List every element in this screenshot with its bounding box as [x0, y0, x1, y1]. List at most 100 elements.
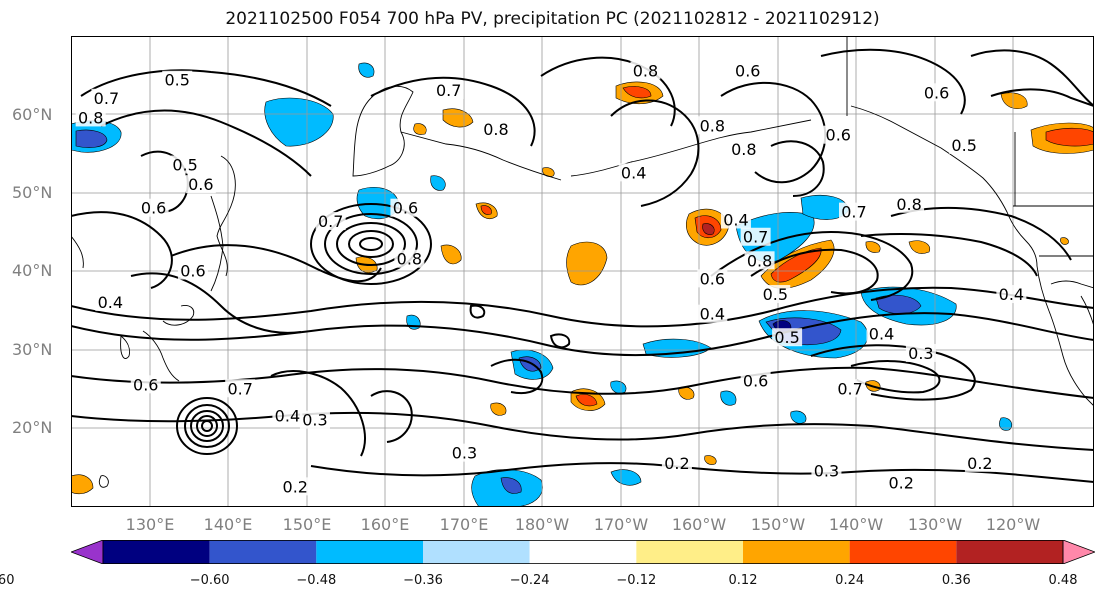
colorbar-extend-low: [71, 540, 104, 564]
colorbar-cell: [103, 540, 210, 564]
contour-label: 0.4: [700, 305, 725, 324]
contour-label-bg: [740, 371, 771, 390]
contour-label-bg: [91, 88, 122, 107]
lat-label-40n: 40°N: [12, 261, 53, 280]
map-frame: [71, 36, 1094, 507]
contour-label: 0.8: [483, 120, 508, 139]
contour-label: 0.4: [621, 163, 646, 182]
contour-label-bg: [811, 461, 842, 480]
lon-label-180w: 180°W: [514, 515, 570, 534]
contour-label: 0.4: [723, 210, 748, 229]
contour-label: 0.8: [731, 140, 756, 159]
contour-label: 0.7: [743, 228, 768, 247]
contour-label-bg: [170, 155, 201, 174]
contour-label-bg: [449, 443, 480, 462]
lon-label-160w: 160°W: [671, 515, 727, 534]
contour-label: 0.8: [896, 195, 921, 214]
lat-label-20n: 20°N: [12, 418, 53, 437]
contour-label-bg: [835, 379, 866, 398]
contour-label: 0.7: [837, 379, 862, 398]
colorbar-tick-label: −0.12: [616, 573, 657, 588]
colorbar-cell: [209, 540, 317, 564]
contour-label-bg: [630, 61, 661, 80]
contour-label: 0.4: [98, 293, 123, 312]
contour-label-bg: [760, 285, 791, 304]
colorbar-cell: [956, 540, 1063, 564]
contour-label-bg: [744, 251, 775, 270]
contour-label-bg: [162, 70, 193, 89]
contour-label: 0.6: [141, 199, 166, 218]
contour-label-bg: [75, 108, 106, 127]
contour-label-bg: [390, 198, 421, 217]
contour-label: 0.6: [735, 61, 760, 80]
contour-label-bg: [866, 324, 897, 343]
colorbar-cell: [423, 540, 530, 564]
contour-label: 0.8: [700, 116, 725, 135]
contour-label: 0.6: [133, 375, 158, 394]
contour-label-bg: [185, 175, 216, 194]
contour-label: 0.6: [924, 83, 949, 102]
contour-label-bg: [894, 194, 925, 213]
lat-label-60n: 60°N: [12, 105, 53, 124]
contour-label-bg: [272, 406, 303, 425]
contour-label: 0.3: [814, 462, 839, 481]
colorbar-frame: [102, 540, 1064, 564]
contour-label-bg: [661, 453, 692, 472]
lon-label-150w: 150°W: [750, 515, 806, 534]
contour-label: 0.3: [908, 344, 933, 363]
contour-label: 0.3: [452, 444, 477, 463]
contour-label-bg: [823, 125, 854, 144]
contour-label-bg: [394, 249, 425, 268]
contour-label: 0.8: [397, 250, 422, 269]
contour-label-bg: [720, 210, 751, 229]
contour-label: 0.6: [188, 175, 213, 194]
contour-label: 0.2: [967, 454, 992, 473]
lon-label-130e: 130°E: [125, 515, 175, 534]
lon-label-170e: 170°E: [439, 515, 489, 534]
colorbar-tick-label: 0.48: [1048, 573, 1078, 588]
contour-label-bg: [280, 477, 311, 496]
contour-label-bg: [838, 202, 869, 221]
contour-label: 0.7: [227, 379, 252, 398]
lon-label-120w: 120°W: [985, 515, 1041, 534]
map-panel: 0.50.70.80.70.8 0.60.60.50.60.80.40.80.80…: [71, 36, 1094, 507]
contour-label-bg: [618, 163, 649, 182]
contour-label: 0.2: [283, 477, 308, 496]
lon-label-140e: 140°E: [203, 515, 253, 534]
contour-label: 0.7: [436, 81, 461, 100]
contour-label-bg: [433, 80, 464, 99]
colorbar-tick-label: 0.36: [941, 573, 971, 588]
colorbar-tick-label: −0.60: [189, 573, 230, 588]
contour-label: 0.6: [180, 262, 205, 281]
contour-label-bg: [95, 292, 126, 311]
precip-positive-shading: [71, 81, 1094, 495]
contour-label-bg: [480, 120, 511, 139]
colorbar-cell: [636, 540, 743, 564]
contour-label-bg: [921, 83, 952, 102]
contour-label: 0.4: [999, 285, 1024, 304]
contour-label: 0.8: [78, 108, 103, 127]
colorbar-extend-high: [1062, 540, 1095, 564]
lon-label-150e: 150°E: [282, 515, 332, 534]
contour-label: 0.5: [774, 328, 799, 347]
colorbar-tick-label: −0.36: [403, 573, 443, 588]
colorbar-cell: [529, 540, 637, 564]
contour-label: 0.6: [393, 199, 418, 218]
contour-label-bg: [964, 453, 995, 472]
contour-label-bg: [772, 328, 803, 347]
contour-label-bg: [996, 285, 1027, 304]
map-title: 2021102500 F054 700 hPa PV, precipitatio…: [225, 9, 880, 29]
colorbar: [71, 540, 1095, 564]
contour-label-bg: [697, 116, 728, 135]
colorbar-cell: [316, 540, 423, 564]
contour-label: 0.5: [172, 156, 197, 175]
colorbar-tick-label: −0.24: [509, 573, 550, 588]
contour-label: 0.7: [318, 212, 343, 231]
contour-label-bg: [697, 304, 728, 323]
contour-label: 0.7: [841, 203, 866, 222]
lon-label-170w: 170°W: [593, 515, 649, 534]
colorbar-cell: [849, 540, 957, 564]
colorbar-cell: [743, 540, 850, 564]
contour-label: 0.6: [700, 269, 725, 288]
contour-label-bg: [177, 261, 208, 280]
